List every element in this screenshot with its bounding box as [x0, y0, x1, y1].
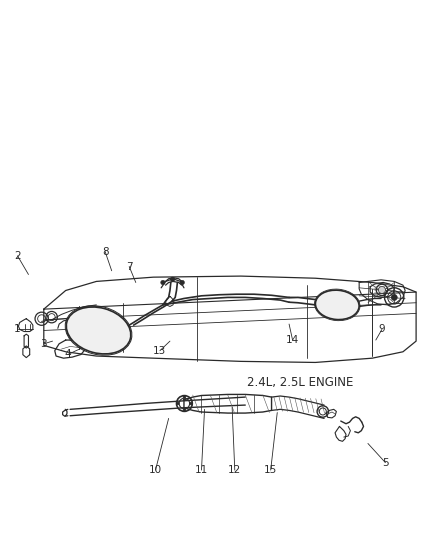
Text: 3: 3: [40, 339, 47, 349]
Circle shape: [378, 286, 385, 294]
Circle shape: [183, 409, 186, 411]
Circle shape: [170, 277, 175, 281]
Text: 9: 9: [378, 325, 385, 334]
Text: 11: 11: [195, 465, 208, 475]
Text: 13: 13: [153, 346, 166, 356]
Text: 14: 14: [286, 335, 299, 345]
Text: 5: 5: [382, 458, 389, 467]
Circle shape: [161, 280, 165, 285]
Text: 10: 10: [149, 465, 162, 475]
Circle shape: [190, 402, 192, 405]
Text: 2.4L, 2.5L ENGINE: 2.4L, 2.5L ENGINE: [247, 376, 354, 389]
Text: 4: 4: [64, 350, 71, 359]
Text: 1: 1: [14, 325, 21, 334]
Text: 12: 12: [228, 465, 241, 475]
Circle shape: [180, 280, 184, 285]
Circle shape: [177, 402, 179, 405]
Circle shape: [391, 294, 397, 301]
Ellipse shape: [315, 290, 359, 320]
Text: 8: 8: [102, 247, 109, 256]
Text: 2: 2: [14, 251, 21, 261]
Circle shape: [183, 395, 186, 398]
Text: 15: 15: [264, 465, 277, 475]
Ellipse shape: [66, 307, 131, 354]
Text: 7: 7: [126, 262, 133, 271]
